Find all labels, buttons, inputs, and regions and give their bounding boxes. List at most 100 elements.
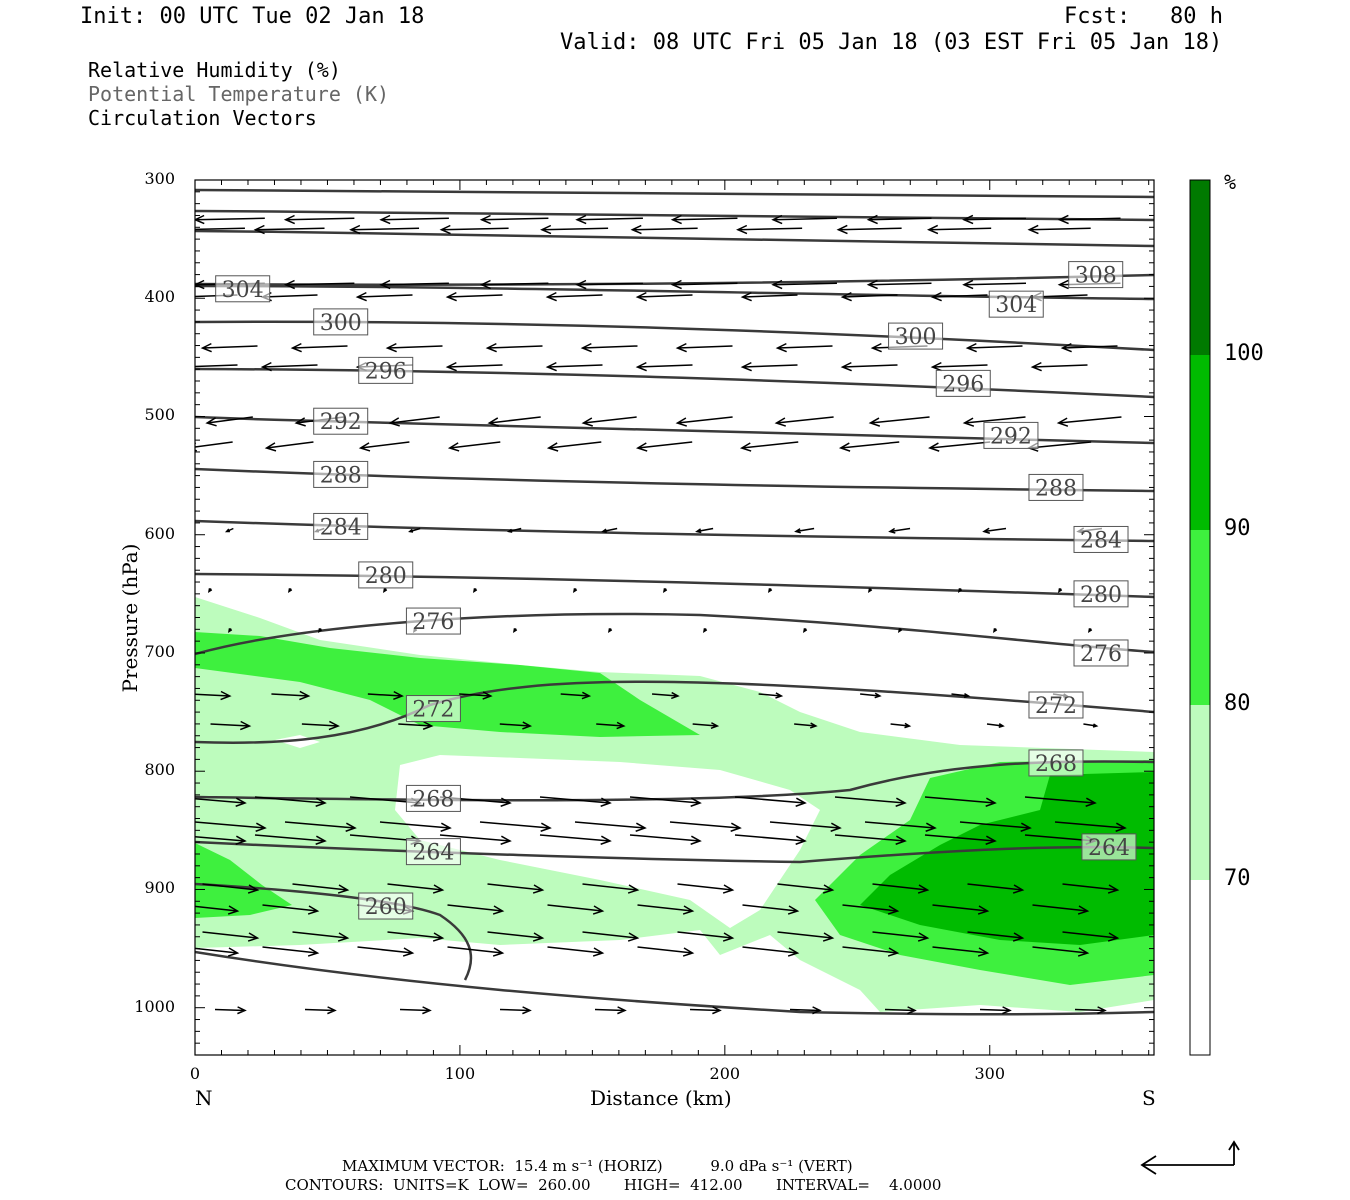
- footer-contours: CONTOURS: UNITS=K LOW= 260.00 HIGH= 412.…: [285, 1176, 942, 1194]
- theta-label: 280: [358, 561, 414, 589]
- circulation-vector: [195, 214, 265, 225]
- circulation-vector: [254, 796, 327, 807]
- circulation-vector: [742, 904, 800, 915]
- svg-text:292: 292: [320, 410, 362, 435]
- y-tick-label: 600: [144, 523, 175, 543]
- svg-text:304: 304: [222, 278, 264, 303]
- theta-label: 304: [988, 290, 1044, 318]
- circulation-vector: [195, 905, 240, 915]
- theta-label: 268: [1028, 749, 1084, 777]
- circulation-vector: [637, 946, 695, 957]
- circulation-vector: [629, 796, 702, 807]
- svg-text:268: 268: [1035, 752, 1077, 777]
- circulation-vector: [651, 691, 680, 700]
- y-axis-label: Pressure (hPa): [118, 543, 142, 693]
- circulation-vector: [214, 1006, 247, 1015]
- theta-label: 276: [405, 607, 461, 635]
- rh-90-region-right: [860, 772, 1154, 945]
- circulation-vector: [459, 691, 493, 700]
- circulation-vector: [924, 796, 997, 807]
- circulation-vector: [1057, 588, 1063, 594]
- circulation-vector: [607, 628, 613, 634]
- svg-text:276: 276: [412, 610, 454, 635]
- theta-label: 296: [358, 356, 414, 384]
- circulation-vector: [677, 931, 735, 942]
- circulation-vector: [367, 690, 404, 701]
- theta-label: 260: [358, 892, 414, 920]
- svg-text:296: 296: [365, 359, 407, 384]
- theta-label: 304: [215, 275, 271, 303]
- circulation-vector: [260, 291, 318, 302]
- circulation-vector: [669, 821, 742, 832]
- circulation-vector: [227, 628, 233, 634]
- circulation-vector: [926, 224, 992, 235]
- circulation-vector: [447, 946, 505, 957]
- y-tick-label: 1000: [134, 996, 175, 1016]
- circulation-vector: [207, 588, 213, 594]
- circulation-vector: [888, 527, 911, 534]
- circulation-vector: [670, 279, 738, 290]
- circulation-vector: [304, 1006, 337, 1015]
- circulation-vector: [596, 721, 626, 730]
- circulation-vector: [447, 904, 505, 915]
- circulation-vector: [387, 883, 445, 894]
- circulation-vector: [662, 588, 668, 594]
- circulation-vector: [439, 224, 509, 235]
- svg-text:308: 308: [1075, 264, 1117, 289]
- circulation-vector: [789, 1006, 822, 1015]
- circulation-vector: [777, 883, 835, 894]
- circulation-vector: [507, 527, 522, 533]
- theta-line-260: [195, 882, 473, 981]
- theta-label: 276: [1073, 639, 1129, 667]
- circulation-vector: [287, 588, 293, 594]
- circulation-vector: [547, 904, 605, 915]
- circulation-vector: [1062, 931, 1120, 942]
- circulation-vector: [539, 834, 612, 845]
- circulation-vector: [479, 214, 549, 225]
- circulation-vector: [260, 361, 318, 372]
- rh-shading: [195, 597, 1154, 1012]
- axis-ticks: [194, 179, 1154, 1056]
- circulation-vector: [388, 416, 440, 427]
- circulation-vector: [860, 692, 882, 699]
- circulation-vector: [951, 692, 971, 699]
- theta-line-309: [195, 229, 1154, 248]
- circulation-vector: [635, 441, 693, 452]
- ref-vector-icon: [1140, 1140, 1240, 1175]
- theta-label: 288: [1028, 473, 1084, 501]
- circulation-vector: [774, 416, 834, 427]
- colorbar-segment-90: [1190, 355, 1210, 530]
- circulation-vector: [1083, 723, 1099, 728]
- circulation-vector: [867, 588, 873, 594]
- circulation-vector: [872, 883, 930, 894]
- theta-line-312: [195, 188, 1154, 199]
- theta-label: 280: [1073, 580, 1129, 608]
- theta-label: 296: [935, 369, 991, 397]
- svg-text:288: 288: [320, 463, 362, 488]
- circulation-vector: [967, 883, 1025, 894]
- theta-line-280: [195, 572, 1154, 599]
- circulation-vector: [834, 834, 907, 845]
- circulation-vector: [385, 342, 443, 353]
- circulation-vector: [868, 416, 930, 427]
- circulation-vector: [202, 931, 260, 942]
- circulation-vector: [982, 527, 1007, 534]
- theta-label: 292: [983, 421, 1039, 449]
- circulation-vector: [601, 527, 618, 534]
- circulation-vector: [630, 224, 698, 235]
- circulation-vector: [439, 834, 512, 845]
- circulation-vector: [547, 946, 605, 957]
- circulation-vector: [540, 224, 609, 235]
- circulation-vector: [195, 364, 238, 368]
- circulation-vector: [1054, 821, 1127, 832]
- valid-time: Valid: 08 UTC Fri 05 Jan 18 (03 EST Fri …: [560, 30, 1223, 55]
- circulation-vector: [195, 821, 267, 832]
- circulation-vector: [283, 214, 355, 225]
- circulation-vector: [253, 224, 325, 235]
- circulation-vector: [499, 1006, 532, 1015]
- circulation-vector: [399, 1006, 432, 1015]
- theta-label: 284: [1073, 525, 1129, 553]
- circulation-vector: [739, 441, 799, 452]
- circulation-vector: [1032, 946, 1090, 957]
- rh-80-region-left: [195, 843, 292, 918]
